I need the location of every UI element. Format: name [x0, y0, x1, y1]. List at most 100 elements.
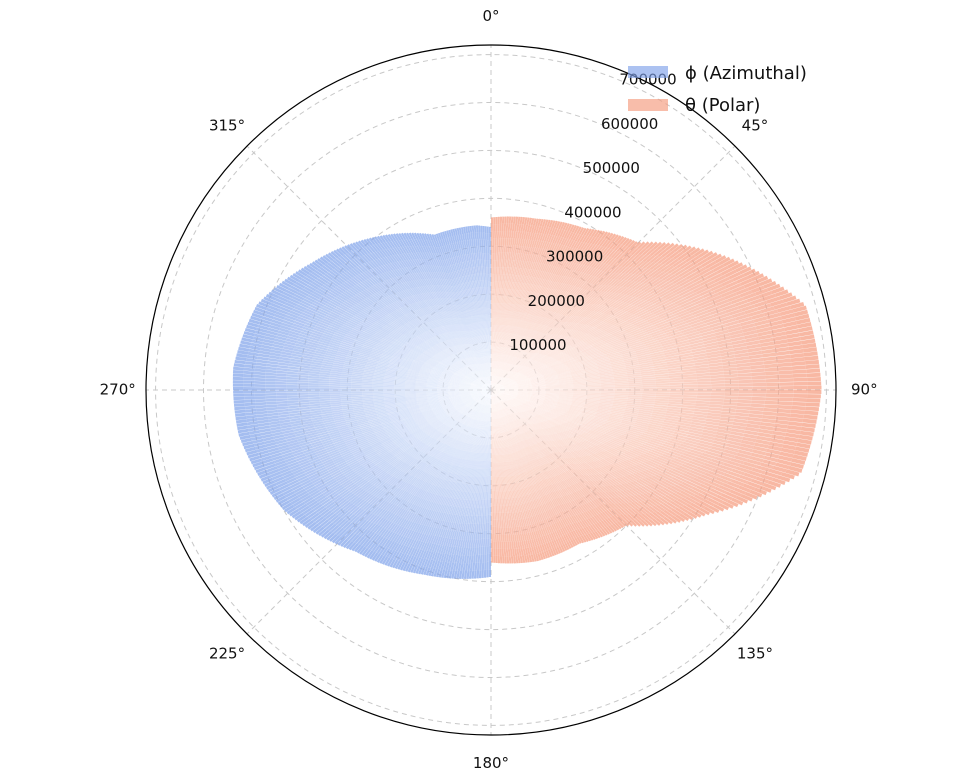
- bar-segment: [482, 390, 491, 396]
- bar-segment: [485, 405, 488, 414]
- bar-segment: [477, 531, 480, 540]
- bar-segment: [417, 401, 429, 405]
- bar-segment: [457, 474, 461, 483]
- bar-segment: [440, 415, 450, 422]
- bar-segment: [370, 421, 381, 426]
- bar-segment: [485, 390, 491, 397]
- bar-segment: [307, 454, 318, 461]
- bar-segment: [488, 444, 490, 453]
- bar-segment: [334, 473, 344, 480]
- bar-segment: [473, 411, 478, 420]
- bar-segment: [419, 549, 425, 559]
- bar-segment: [423, 426, 433, 433]
- bar-segment: [487, 421, 489, 430]
- bar-segment: [338, 426, 349, 431]
- bar-segment: [404, 492, 412, 501]
- bar-segment: [334, 440, 345, 446]
- bar-segment: [400, 527, 407, 536]
- bar-segment: [425, 534, 431, 543]
- bar-segment: [459, 393, 470, 396]
- bar-segment: [488, 390, 491, 398]
- bar-segment: [467, 409, 474, 417]
- bar-segment: [392, 559, 399, 569]
- bar-segment: [471, 531, 475, 540]
- bar-segment: [470, 427, 475, 436]
- bar-segment: [388, 445, 398, 453]
- bar-segment: [461, 397, 472, 402]
- bar-segment: [484, 460, 487, 469]
- bar-segment: [484, 390, 491, 397]
- bar-segment: [474, 562, 478, 571]
- bar-segment: [481, 390, 491, 395]
- bar-segment: [321, 498, 331, 506]
- bar-segment: [444, 406, 455, 412]
- bar-segment: [294, 470, 305, 478]
- bar-segment: [269, 487, 281, 495]
- bar-segment: [486, 437, 488, 446]
- bar-segment: [449, 438, 456, 447]
- bar-segment: [286, 387, 298, 390]
- bar-segment: [489, 397, 491, 406]
- bar-segment: [318, 433, 330, 439]
- bar-segment: [428, 448, 436, 456]
- bar-segment: [463, 570, 468, 580]
- bar-segment: [369, 438, 380, 444]
- bar-segment: [423, 412, 434, 417]
- bar-segment: [482, 397, 487, 405]
- bar-segment: [341, 529, 350, 539]
- bar-segment: [450, 562, 455, 571]
- bar-segment: [398, 428, 409, 434]
- bar-segment: [486, 476, 488, 484]
- bar-segment: [390, 486, 398, 495]
- bar-segment: [453, 498, 458, 507]
- bar-segment: [485, 397, 489, 406]
- bar-segment: [458, 466, 463, 475]
- bar-segment: [404, 528, 411, 538]
- bar-segment: [469, 484, 473, 493]
- bar-segment: [400, 544, 407, 554]
- bar-segment: [453, 413, 462, 420]
- bar-segment: [483, 405, 486, 414]
- bar-segment: [482, 390, 491, 396]
- bar-segment: [302, 464, 313, 471]
- bar-segment: [464, 409, 472, 416]
- bar-segment: [445, 418, 454, 426]
- bar-segment: [319, 392, 330, 395]
- bar-segment: [337, 445, 348, 451]
- bar-segment: [483, 397, 488, 406]
- bar-segment: [476, 404, 482, 412]
- bar-segment: [421, 533, 427, 542]
- bar-segment: [468, 539, 472, 548]
- bar-segment: [458, 433, 464, 441]
- bar-segment: [440, 401, 452, 406]
- polar-bar: [483, 390, 491, 578]
- bar-segment: [401, 454, 411, 462]
- bar-segment: [488, 397, 490, 406]
- bar-segment: [489, 491, 491, 500]
- bar-segment: [486, 390, 491, 398]
- bar-segment: [478, 396, 485, 404]
- bar-segment: [434, 486, 440, 495]
- bar-segment: [464, 467, 468, 476]
- bar-segment: [265, 384, 276, 388]
- bar-segment: [424, 413, 435, 419]
- bar-segment: [484, 397, 488, 406]
- bar-segment: [340, 538, 349, 547]
- bar-segment: [397, 426, 408, 432]
- bar-segment: [381, 473, 390, 481]
- bar-segment: [367, 452, 378, 459]
- bar-segment: [480, 413, 484, 422]
- bar-segment: [400, 430, 410, 436]
- bar-segment: [472, 394, 482, 399]
- bar-segment: [486, 397, 490, 406]
- bar-segment: [473, 547, 477, 556]
- bar-segment: [376, 431, 387, 438]
- bar-segment: [453, 465, 459, 474]
- bar-segment: [468, 515, 472, 524]
- bar-segment: [270, 426, 282, 431]
- bar-segment: [329, 467, 340, 475]
- bar-segment: [471, 468, 475, 477]
- bar-segment: [460, 450, 465, 459]
- bar-segment: [342, 468, 353, 475]
- bar-segment: [376, 508, 384, 517]
